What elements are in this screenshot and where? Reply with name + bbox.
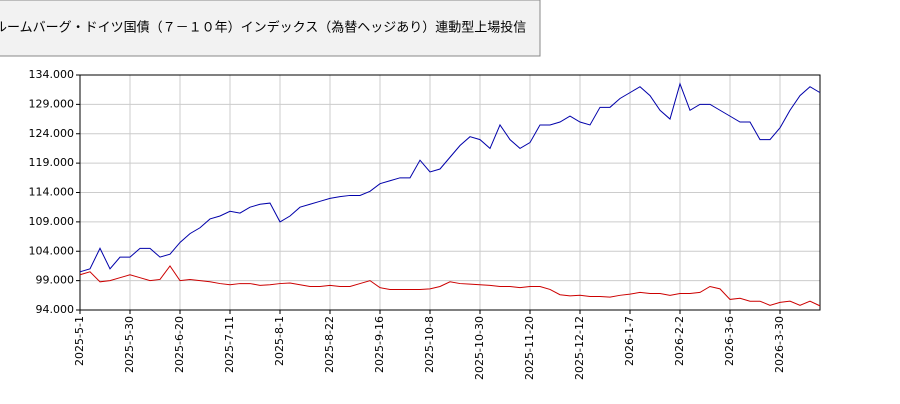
x-tick-label: 2026-2-2 bbox=[673, 316, 686, 366]
x-tick-label: 2026-1-7 bbox=[623, 316, 636, 366]
x-tick-label: 2025-8-22 bbox=[323, 316, 336, 373]
x-tick-label: 2025-8-1 bbox=[273, 316, 286, 366]
x-tick-label: 2025-11-20 bbox=[523, 316, 536, 380]
x-tick-label: 2026-3-30 bbox=[773, 316, 786, 373]
y-tick-label: 109.000 bbox=[29, 215, 75, 228]
x-tick-label: 2025-9-16 bbox=[373, 316, 386, 373]
x-tick-label: 2025-10-30 bbox=[473, 316, 486, 380]
x-tick-label: 2025-5-1 bbox=[73, 316, 86, 366]
x-tick-label: 2025-12-12 bbox=[573, 316, 586, 380]
series-line bbox=[79, 82, 821, 273]
x-tick-label: 2025-7-11 bbox=[223, 316, 236, 373]
x-tick-label: 2025-10-8 bbox=[423, 316, 436, 373]
y-tick-label: 124.000 bbox=[29, 127, 75, 140]
y-tick-label: 94.000 bbox=[36, 303, 75, 316]
series-line bbox=[79, 265, 821, 307]
x-tick-label: 2025-6-20 bbox=[173, 316, 186, 373]
y-tick-label: 119.000 bbox=[29, 156, 75, 169]
y-tick-label: 129.000 bbox=[29, 97, 75, 110]
y-tick-label: 99.000 bbox=[36, 274, 75, 287]
y-tick-label: 114.000 bbox=[29, 186, 75, 199]
plot-frame bbox=[79, 74, 821, 311]
y-tick-label: 104.000 bbox=[29, 244, 75, 257]
y-tick-label: 134.000 bbox=[29, 68, 75, 81]
chart-title: ルームバーグ・ドイツ国債（７－１０年）インデックス（為替ヘッジあり）連動型上場投… bbox=[0, 20, 526, 36]
title-box bbox=[0, 0, 541, 57]
x-tick-label: 2026-3-6 bbox=[723, 316, 736, 366]
x-tick-label: 2025-5-30 bbox=[123, 316, 136, 373]
